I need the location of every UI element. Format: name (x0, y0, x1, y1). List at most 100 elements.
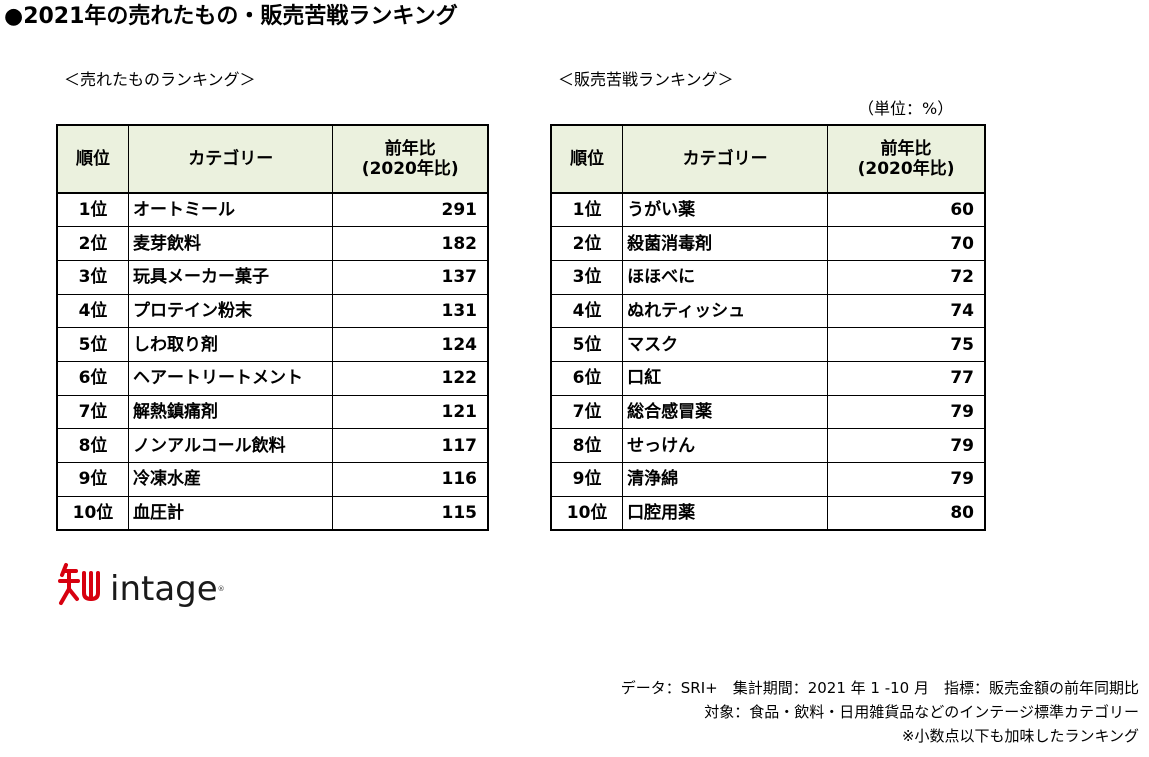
table-row: 5位 しわ取り剤 124 (56, 327, 489, 362)
table-row: 9位 清浄綿 79 (550, 462, 986, 497)
table-row: 8位 ノンアルコール飲料 117 (56, 428, 489, 463)
yoy-value-cell: 115 (332, 495, 489, 531)
yoy-value-cell: 291 (332, 192, 489, 228)
rank-cell: 6位 (550, 360, 624, 396)
rank-cell: 7位 (550, 394, 624, 430)
column-header-yoy: 前年比 (2020年比) (827, 124, 986, 194)
table-row: 1位 オートミール 291 (56, 192, 489, 228)
table-row: 3位 ほほべに 72 (550, 259, 986, 295)
yoy-value-cell: 124 (332, 327, 489, 362)
column-header-yoy-line1: 前年比 (880, 139, 932, 159)
category-cell: 血圧計 (127, 495, 334, 531)
table-row: 6位 ヘアートリートメント 122 (56, 360, 489, 396)
category-cell: 口紅 (622, 360, 829, 396)
table-row: 4位 ぬれティッシュ 74 (550, 293, 986, 329)
yoy-value-cell: 74 (827, 293, 986, 329)
rank-cell: 9位 (56, 462, 129, 497)
yoy-value-cell: 117 (332, 428, 489, 463)
best-sellers-table: 順位 カテゴリー 前年比 (2020年比) 1位 オートミール 291 2位 麦芽飲料 1… (56, 124, 489, 531)
yoy-value-cell: 77 (827, 360, 986, 396)
note-line: ※小数点以下も加味したランキング (901, 727, 1139, 745)
rank-cell: 10位 (56, 495, 129, 531)
table-row: 2位 麦芽飲料 182 (56, 226, 489, 261)
category-cell: ぬれティッシュ (622, 293, 829, 329)
intage-logo: intage® (58, 556, 225, 622)
rank-cell: 8位 (550, 428, 624, 463)
rank-cell: 3位 (550, 259, 624, 295)
rank-cell: 7位 (56, 394, 129, 430)
rank-cell: 4位 (56, 293, 129, 329)
yoy-value-cell: 122 (332, 360, 489, 396)
rank-cell: 4位 (550, 293, 624, 329)
yoy-value-cell: 72 (827, 259, 986, 295)
rank-cell: 3位 (56, 259, 129, 295)
struggling-sales-table: 順位 カテゴリー 前年比 (2020年比) 1位 うがい薬 60 2位 殺菌消毒剤 70 3… (550, 124, 986, 531)
table-row: 7位 総合感冒薬 79 (550, 394, 986, 430)
footer-notes: データ：SRI+ 集計期間：2021 年 1 -10 月 指標：販売金額の前年同… (621, 676, 1139, 748)
page-title: ●2021年の売れたもの・販売苦戦ランキング (4, 4, 458, 29)
table-row: 2位 殺菌消毒剤 70 (550, 226, 986, 261)
rank-cell: 9位 (550, 462, 624, 497)
registered-mark-icon: ® (217, 585, 225, 593)
table-row: 1位 うがい薬 60 (550, 192, 986, 228)
table-header-row: 順位 カテゴリー 前年比 (2020年比) (550, 124, 986, 194)
note-line: データ：SRI+ 集計期間：2021 年 1 -10 月 指標：販売金額の前年同… (620, 679, 1139, 697)
table-row: 5位 マスク 75 (550, 327, 986, 362)
column-header-category: カテゴリー (622, 124, 829, 194)
category-cell: オートミール (127, 192, 334, 228)
rank-cell: 10位 (550, 495, 624, 531)
table-row: 9位 冷凍水産 116 (56, 462, 489, 497)
table-row: 10位 口腔用薬 80 (550, 495, 986, 531)
yoy-value-cell: 70 (827, 226, 986, 261)
yoy-value-cell: 80 (827, 495, 986, 531)
yoy-value-cell: 116 (332, 462, 489, 497)
yoy-value-cell: 79 (827, 394, 986, 430)
rank-cell: 5位 (550, 327, 624, 362)
table-row: 4位 プロテイン粉末 131 (56, 293, 489, 329)
intage-chi-logo-icon (58, 563, 100, 605)
category-cell: せっけん (622, 428, 829, 463)
yoy-value-cell: 75 (827, 327, 986, 362)
table-heading-struggling: ＜販売苦戦ランキング＞ (558, 70, 734, 89)
table-row: 6位 口紅 77 (550, 360, 986, 396)
category-cell: 総合感冒薬 (622, 394, 829, 430)
table-row: 10位 血圧計 115 (56, 495, 489, 531)
category-cell: 殺菌消毒剤 (622, 226, 829, 261)
rank-cell: 1位 (56, 192, 129, 228)
note-line: 対象：食品・飲料・日用雑貨品などのインテージ標準カテゴリー (704, 703, 1139, 721)
table-heading-best-sellers: ＜売れたものランキング＞ (64, 70, 256, 89)
table-row: 7位 解熱鎮痛剤 121 (56, 394, 489, 430)
column-header-yoy: 前年比 (2020年比) (332, 124, 489, 194)
yoy-value-cell: 137 (332, 259, 489, 295)
yoy-value-cell: 60 (827, 192, 986, 228)
category-cell: 解熱鎮痛剤 (127, 394, 334, 430)
category-cell: ヘアートリートメント (127, 360, 334, 396)
category-cell: うがい薬 (622, 192, 829, 228)
category-cell: 口腔用薬 (622, 495, 829, 531)
column-header-yoy-line2: (2020年比) (361, 159, 459, 179)
table-header-row: 順位 カテゴリー 前年比 (2020年比) (56, 124, 489, 194)
category-cell: ほほべに (622, 259, 829, 295)
column-header-category: カテゴリー (127, 124, 334, 194)
rank-cell: 2位 (550, 226, 624, 261)
logo-wordmark: intage® (110, 569, 225, 609)
column-header-rank: 順位 (550, 124, 624, 194)
yoy-value-cell: 121 (332, 394, 489, 430)
category-cell: 冷凍水産 (127, 462, 334, 497)
category-cell: 玩具メーカー菓子 (127, 259, 334, 295)
yoy-value-cell: 182 (332, 226, 489, 261)
table-row: 8位 せっけん 79 (550, 428, 986, 463)
logo-text: intage (110, 569, 218, 609)
rank-cell: 1位 (550, 192, 624, 228)
yoy-value-cell: 79 (827, 462, 986, 497)
rank-cell: 6位 (56, 360, 129, 396)
category-cell: しわ取り剤 (127, 327, 334, 362)
column-header-yoy-line2: (2020年比) (857, 159, 955, 179)
category-cell: ノンアルコール飲料 (127, 428, 334, 463)
category-cell: 麦芽飲料 (127, 226, 334, 261)
unit-note: （単位：%） (858, 99, 954, 118)
rank-cell: 2位 (56, 226, 129, 261)
rank-cell: 5位 (56, 327, 129, 362)
yoy-value-cell: 79 (827, 428, 986, 463)
rank-cell: 8位 (56, 428, 129, 463)
